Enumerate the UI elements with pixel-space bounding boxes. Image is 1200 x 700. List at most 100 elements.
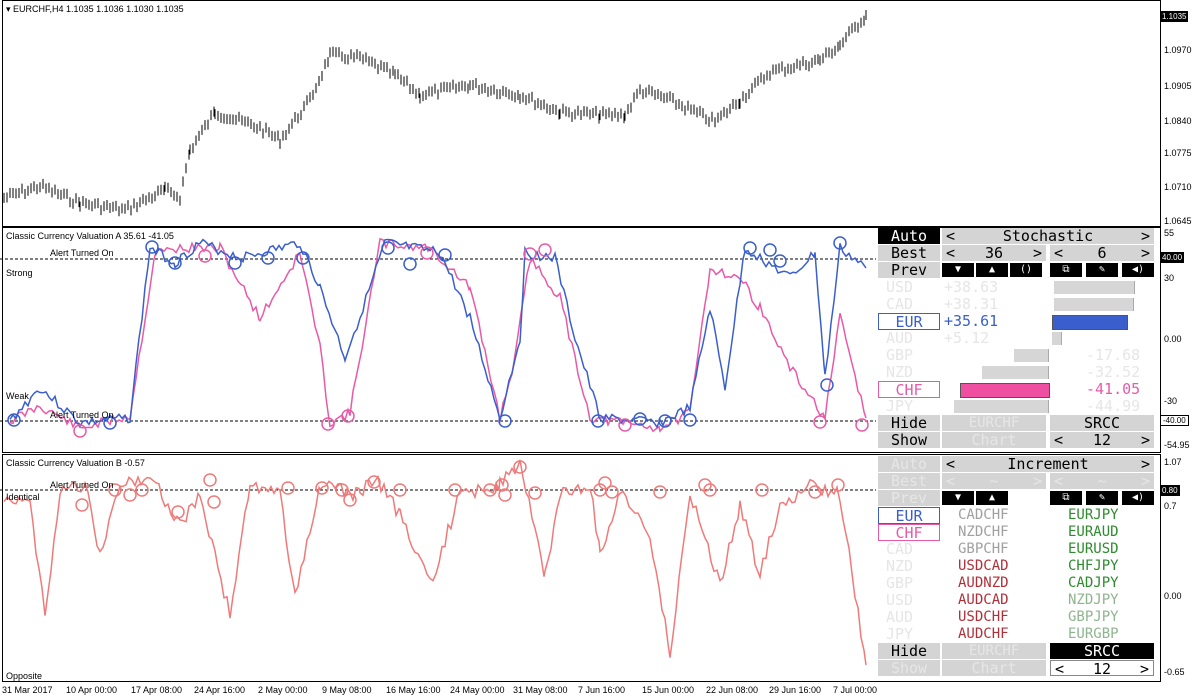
arrow-up-icon[interactable]: ▲	[976, 263, 1008, 277]
srcc-button[interactable]: SRCC	[1050, 643, 1154, 659]
pencil-icon[interactable]: ✎	[1086, 263, 1118, 277]
chevron-left-icon[interactable]: <	[1054, 472, 1064, 490]
chevron-left-icon[interactable]: <	[946, 244, 956, 262]
alert-circle	[367, 475, 381, 489]
pair-label[interactable]: AUDCHF	[958, 626, 1009, 642]
chart-button[interactable]: Chart	[942, 660, 1046, 676]
chevron-left-icon[interactable]: <	[1054, 431, 1064, 449]
pair-button[interactable]: EURCHF	[942, 643, 1046, 659]
price-chart-pane[interactable]: ▾ EURCHF,H4 1.1035 1.1036 1.1030 1.1035	[0, 0, 1160, 226]
chevron-right-icon[interactable]: >	[1140, 244, 1150, 262]
alert-circle	[591, 414, 605, 428]
currency-cad[interactable]: CAD	[886, 540, 914, 558]
currency-usd[interactable]: USD	[886, 278, 914, 296]
window-icon[interactable]: ⧉	[1050, 491, 1082, 505]
hide-button[interactable]: Hide	[878, 415, 940, 431]
mode-selector[interactable]: < Increment >	[942, 456, 1154, 472]
pair-label[interactable]: NZDJPY	[1068, 592, 1119, 608]
time-tick: 29 Jun 16:00	[769, 685, 822, 695]
chevron-left-icon[interactable]: <	[1055, 660, 1065, 678]
dropdown-arrow-icon[interactable]: ▾	[6, 4, 11, 14]
chevron-right-icon[interactable]: >	[1140, 455, 1150, 473]
pair-label[interactable]: EURGBP	[1068, 626, 1119, 642]
currency-eur[interactable]: EUR	[878, 507, 940, 525]
arrow-down-icon[interactable]: ▼	[942, 263, 974, 277]
currency-aud[interactable]: AUD	[886, 608, 914, 626]
currency-jpy[interactable]: JPY	[886, 625, 914, 643]
strength-bar	[982, 366, 1049, 379]
axis-tick: -30	[1164, 396, 1178, 406]
alert-circle	[103, 416, 117, 430]
axis-tick: 0.00	[1164, 591, 1182, 601]
pair-label[interactable]: AUDNZD	[958, 575, 1009, 591]
axis-tick: 0.7	[1164, 501, 1177, 511]
currency-chf[interactable]: CHF	[878, 381, 940, 399]
chevron-left-icon[interactable]: <	[946, 228, 956, 245]
pair-label[interactable]: USDCAD	[958, 558, 1009, 574]
currency-gbp[interactable]: GBP	[886, 574, 914, 592]
best-stepper[interactable]: < ~ >	[942, 473, 1046, 489]
arrow-down-icon[interactable]: ▼	[942, 491, 974, 505]
best-button[interactable]: Best	[878, 245, 940, 261]
sound-icon[interactable]: ◀)	[1122, 491, 1154, 505]
chevron-right-icon[interactable]: >	[1140, 431, 1150, 449]
pair-label[interactable]: AUDCAD	[958, 592, 1009, 608]
arrow-up-icon[interactable]: ▲	[976, 491, 1008, 505]
currency-aud[interactable]: AUD	[886, 329, 914, 347]
window-icon[interactable]: ⧉	[1050, 263, 1082, 277]
time-tick: 15 Jun 00:00	[642, 685, 695, 695]
pair-label[interactable]: GBPCHF	[958, 541, 1009, 557]
pair-label[interactable]: NZDCHF	[958, 524, 1009, 540]
srcc-button[interactable]: SRCC	[1050, 415, 1154, 431]
weak-label: Weak	[6, 391, 29, 401]
currency-eur[interactable]: EUR	[878, 313, 940, 331]
pair-label[interactable]: GBPJPY	[1068, 609, 1119, 625]
sync-icon[interactable]: ()	[1010, 263, 1042, 277]
indicator-b-pane[interactable]: Classic Currency Valuation B -0.57 Alert…	[0, 455, 1160, 681]
auto-button[interactable]: Auto	[878, 228, 940, 244]
pair-label[interactable]: CHFJPY	[1068, 558, 1119, 574]
chevron-left-icon[interactable]: <	[1054, 244, 1064, 262]
best-stepper-2[interactable]: < ~ >	[1050, 473, 1154, 489]
chevron-left-icon[interactable]: <	[946, 455, 956, 473]
currency-gbp[interactable]: GBP	[886, 346, 914, 364]
pair-button[interactable]: EURCHF	[942, 415, 1046, 431]
show-button[interactable]: Show	[878, 432, 940, 448]
best-stepper-2[interactable]: < 6 >	[1050, 245, 1154, 261]
currency-jpy[interactable]: JPY	[886, 397, 914, 415]
chevron-right-icon[interactable]: >	[1140, 228, 1150, 245]
prev-button[interactable]: Prev	[878, 262, 940, 278]
currency-cad[interactable]: CAD	[886, 295, 914, 313]
show-button[interactable]: Show	[878, 660, 940, 676]
currency-nzd[interactable]: NZD	[886, 363, 914, 381]
pencil-icon[interactable]: ✎	[1086, 491, 1118, 505]
time-axis: 31 Mar 2017 10 Apr 00:00 17 Apr 08:00 24…	[0, 682, 1160, 700]
pair-label[interactable]: USDCHF	[958, 609, 1009, 625]
chevron-right-icon[interactable]: >	[1139, 660, 1149, 678]
alert-circle	[335, 483, 349, 497]
pair-label[interactable]: EURJPY	[1068, 507, 1119, 523]
currency-nzd[interactable]: NZD	[886, 557, 914, 575]
chevron-left-icon[interactable]: <	[946, 472, 956, 490]
mode-selector[interactable]: < Stochastic >	[942, 228, 1154, 244]
currency-chf[interactable]: CHF	[878, 524, 940, 542]
period-stepper[interactable]: < 12 >	[1050, 660, 1154, 678]
pair-label[interactable]: CADJPY	[1068, 575, 1119, 591]
hide-button[interactable]: Hide	[878, 643, 940, 659]
pair-label[interactable]: EURAUD	[1068, 524, 1119, 540]
currency-usd[interactable]: USD	[886, 591, 914, 609]
chevron-right-icon[interactable]: >	[1140, 472, 1150, 490]
sound-icon[interactable]: ◀)	[1122, 263, 1154, 277]
period-stepper[interactable]: < 12 >	[1050, 432, 1154, 448]
chart-button[interactable]: Chart	[942, 432, 1046, 448]
auto-button[interactable]: Auto	[878, 456, 940, 472]
chevron-right-icon[interactable]: >	[1032, 472, 1042, 490]
best-button[interactable]: Best	[878, 473, 940, 489]
pair-label[interactable]: CADCHF	[958, 507, 1009, 523]
alert-circle	[145, 240, 159, 254]
prev-button[interactable]: Prev	[878, 490, 940, 506]
best-stepper[interactable]: < 36 >	[942, 245, 1046, 261]
chevron-right-icon[interactable]: >	[1032, 244, 1042, 262]
pair-label[interactable]: EURUSD	[1068, 541, 1119, 557]
indicator-a-pane[interactable]: Classic Currency Valuation A 35.61 -41.0…	[0, 228, 1160, 452]
